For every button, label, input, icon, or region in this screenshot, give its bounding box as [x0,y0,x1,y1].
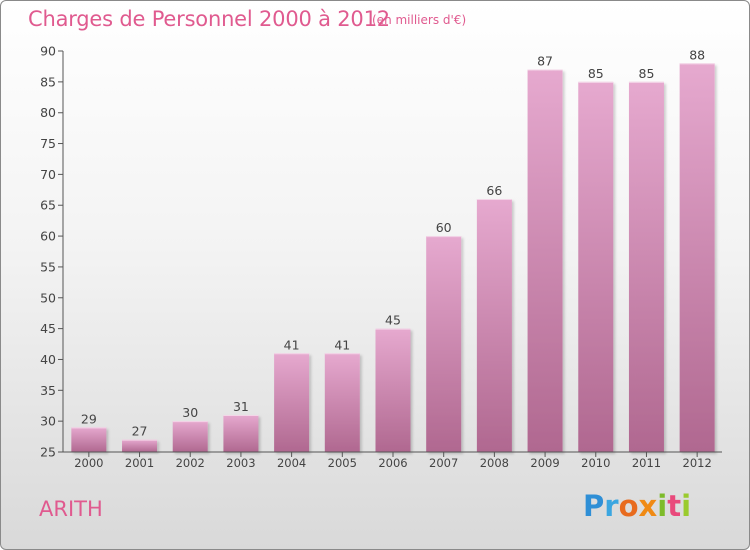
commune-name: ARITH [39,497,103,521]
x-tick-label: 2000 [74,456,103,470]
bar-2003 [223,414,259,452]
x-tick-label: 2007 [429,456,458,470]
x-tick-label: 2006 [378,456,407,470]
x-tick-label: 2009 [530,456,559,470]
y-tick-label: 25 [40,445,56,460]
bar-value-label: 30 [182,405,198,420]
bar-2000 [71,427,107,452]
bar-2012 [679,63,715,452]
x-tick-label: 2005 [328,456,357,470]
bar-2001 [122,439,158,452]
y-tick-label: 30 [40,414,56,429]
x-tick-label: 2004 [277,456,306,470]
bar-2004 [274,353,310,452]
proxiti-logo: Proxiti [583,489,692,523]
y-tick-label: 60 [40,229,56,244]
bar-value-label: 60 [436,220,452,235]
y-tick-label: 70 [40,167,56,182]
bar-value-label: 41 [334,337,350,352]
x-tick-label: 2011 [632,456,661,470]
bar-2007 [426,236,462,452]
bar-2008 [476,199,512,452]
bar-value-label: 88 [689,47,705,62]
bar-value-label: 31 [233,399,249,414]
y-tick-label: 80 [40,105,56,120]
bar-value-label: 85 [588,66,604,81]
bar-2005 [324,353,360,452]
y-tick-label: 40 [40,352,56,367]
x-tick-label: 2001 [125,456,154,470]
y-tick-label: 35 [40,383,56,398]
y-tick-label: 50 [40,290,56,305]
bar-value-label: 41 [284,337,300,352]
bar-value-label: 87 [537,54,553,69]
y-tick-label: 45 [40,321,56,336]
x-tick-label: 2002 [176,456,205,470]
x-tick-label: 2010 [581,456,610,470]
chart-subtitle: (en milliers d'€) [372,13,467,27]
x-tick-label: 2003 [226,456,255,470]
x-tick-label: 2012 [683,456,712,470]
x-tick-label: 2008 [480,456,509,470]
bar-value-label: 45 [385,313,401,328]
y-tick-label: 65 [40,198,56,213]
bar-2002 [172,421,208,452]
y-tick-label: 85 [40,74,56,89]
y-tick-label: 75 [40,136,56,151]
bar-value-label: 27 [132,424,148,439]
y-tick-label: 90 [40,44,56,59]
bar-value-label: 66 [486,183,502,198]
bar-value-label: 29 [81,411,97,426]
bar-2009 [527,69,563,452]
bar-value-label: 85 [639,66,655,81]
y-tick-label: 55 [40,259,56,274]
bar-2011 [628,81,664,452]
bar-2010 [578,81,614,452]
chart-title: Charges de Personnel 2000 à 2012 [28,7,390,31]
bar-2006 [375,328,411,452]
